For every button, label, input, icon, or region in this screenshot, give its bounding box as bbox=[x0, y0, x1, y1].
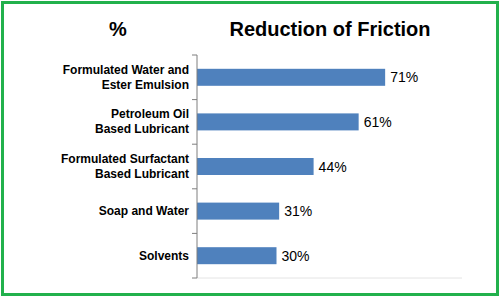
category-label-line: Based Lubricant bbox=[95, 167, 189, 181]
category-label: Soap and Water bbox=[99, 204, 190, 218]
category-tick bbox=[192, 55, 197, 56]
category-label-line: Based Lubricant bbox=[95, 122, 189, 136]
chart: Reduction of Friction% 71% Formulated Wate… bbox=[0, 0, 500, 297]
data-label: 44% bbox=[319, 159, 347, 175]
bar bbox=[197, 247, 277, 264]
category-label-line: Soap and Water bbox=[99, 204, 190, 218]
axis-label: % bbox=[109, 18, 127, 40]
category-label: Solvents bbox=[139, 249, 189, 263]
category-tick bbox=[192, 188, 197, 189]
value-axis-line bbox=[197, 278, 462, 279]
data-label: 30% bbox=[282, 248, 310, 264]
category-tick bbox=[192, 233, 197, 234]
category-tick bbox=[192, 278, 197, 279]
category-label: Formulated SurfactantBased Lubricant bbox=[61, 152, 189, 181]
bar bbox=[197, 69, 385, 86]
frame-border bbox=[3, 3, 498, 295]
bar bbox=[197, 158, 314, 175]
bar bbox=[197, 203, 279, 220]
data-label: 71% bbox=[390, 69, 418, 85]
category-tick bbox=[192, 144, 197, 145]
category-label-line: Formulated Surfactant bbox=[61, 152, 189, 166]
category-label-line: Solvents bbox=[139, 249, 189, 263]
category-axis-line bbox=[197, 55, 198, 278]
category-label: Petroleum OilBased Lubricant bbox=[95, 107, 189, 136]
category-tick bbox=[192, 99, 197, 100]
category-label-line: Ester Emulsion bbox=[102, 78, 189, 92]
data-label: 61% bbox=[364, 114, 392, 130]
bars bbox=[197, 69, 385, 264]
category-label-line: Petroleum Oil bbox=[111, 107, 189, 121]
category-label-line: Formulated Water and bbox=[63, 63, 189, 77]
chart-root: Reduction of Friction% 71% Formulated Wate… bbox=[0, 0, 500, 297]
title: Reduction of Friction bbox=[229, 18, 430, 40]
data-label: 31% bbox=[284, 203, 312, 219]
bar bbox=[197, 113, 359, 130]
category-label: Formulated Water andEster Emulsion bbox=[63, 63, 189, 92]
